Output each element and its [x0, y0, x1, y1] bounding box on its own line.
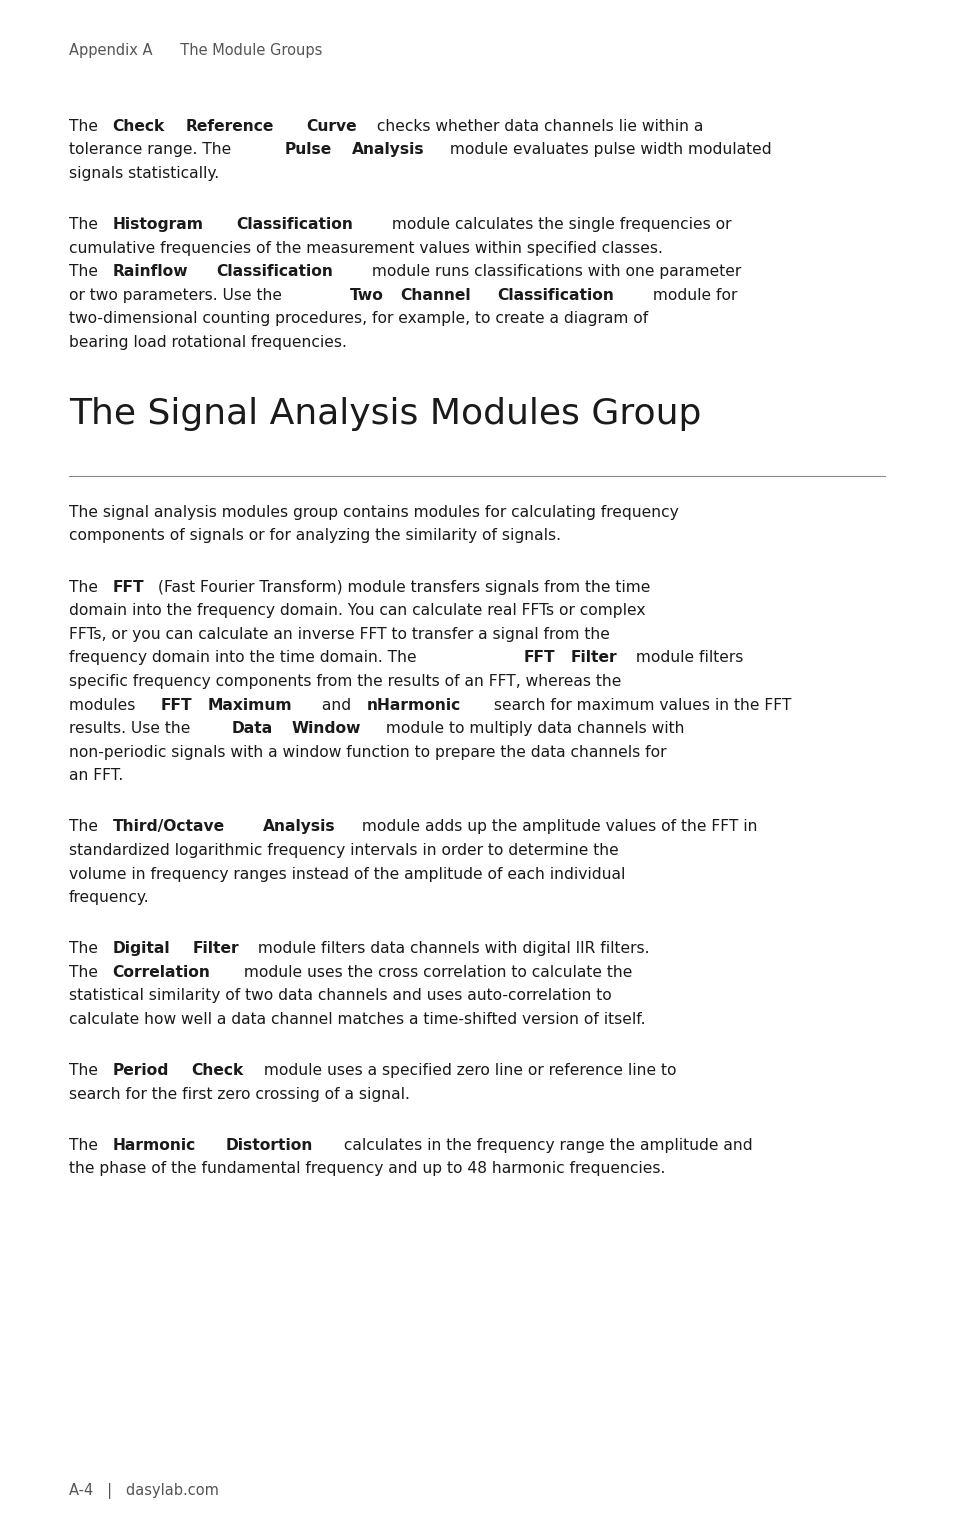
Text: Curve: Curve: [306, 119, 356, 134]
Text: non-periodic signals with a window function to prepare the data channels for: non-periodic signals with a window funct…: [69, 745, 670, 760]
Text: search for maximum values in the FFT: search for maximum values in the FFT: [488, 698, 795, 713]
Text: signals statistically.: signals statistically.: [69, 166, 218, 181]
Text: The: The: [69, 265, 103, 279]
Text: components of signals or for analyzing the similarity of signals.: components of signals or for analyzing t…: [69, 528, 560, 544]
Text: Classification: Classification: [497, 288, 614, 303]
Text: calculate how well a data channel matches a time-shifted version of itself.: calculate how well a data channel matche…: [69, 1011, 644, 1027]
Text: Reference: Reference: [186, 119, 274, 134]
Text: bearing load rotational frequencies.: bearing load rotational frequencies.: [69, 335, 346, 350]
Text: Filter: Filter: [193, 941, 239, 956]
Text: The: The: [69, 964, 103, 979]
Text: The: The: [69, 1063, 103, 1078]
Text: The: The: [69, 218, 103, 231]
Text: frequency domain into the time domain. The: frequency domain into the time domain. T…: [69, 650, 420, 666]
Text: Check: Check: [192, 1063, 243, 1078]
Text: module for: module for: [647, 288, 741, 303]
Text: cumulative frequencies of the measurement values within specified classes.: cumulative frequencies of the measuremen…: [69, 241, 667, 256]
Text: Two: Two: [350, 288, 383, 303]
Text: Data: Data: [232, 720, 273, 736]
Text: The: The: [69, 119, 103, 134]
Text: Appendix A      The Module Groups: Appendix A The Module Groups: [69, 43, 322, 58]
Text: module uses a specified zero line or reference line to: module uses a specified zero line or ref…: [258, 1063, 680, 1078]
Text: Classification: Classification: [235, 218, 353, 231]
Text: Harmonic: Harmonic: [112, 1138, 195, 1153]
Text: statistical similarity of two data channels and uses auto-correlation to: statistical similarity of two data chann…: [69, 988, 616, 1004]
Text: module evaluates pulse width modulated: module evaluates pulse width modulated: [445, 143, 776, 157]
Text: Filter: Filter: [570, 650, 617, 666]
Text: module to multiply data channels with: module to multiply data channels with: [380, 720, 688, 736]
Text: results. Use the: results. Use the: [69, 720, 194, 736]
Text: Check: Check: [112, 119, 165, 134]
Text: volume in frequency ranges instead of the amplitude of each individual: volume in frequency ranges instead of th…: [69, 867, 629, 882]
Text: The Signal Analysis Modules Group: The Signal Analysis Modules Group: [69, 396, 700, 431]
Text: Maximum: Maximum: [208, 698, 292, 713]
Text: The: The: [69, 819, 103, 835]
Text: tolerance range. The: tolerance range. The: [69, 143, 235, 157]
Text: Channel: Channel: [399, 288, 470, 303]
Text: module runs classifications with one parameter: module runs classifications with one par…: [367, 265, 745, 279]
Text: module adds up the amplitude values of the FFT in: module adds up the amplitude values of t…: [356, 819, 761, 835]
Text: (Fast Fourier Transform) module transfers signals from the time: (Fast Fourier Transform) module transfer…: [153, 579, 655, 594]
Text: The: The: [69, 941, 103, 956]
Text: and: and: [316, 698, 355, 713]
Text: Analysis: Analysis: [352, 143, 424, 157]
Text: domain into the frequency domain. You can calculate real FFTs or complex: domain into the frequency domain. You ca…: [69, 603, 649, 618]
Text: The signal analysis modules group contains modules for calculating frequency: The signal analysis modules group contai…: [69, 504, 682, 519]
Text: FFTs, or you can calculate an inverse FFT to transfer a signal from the: FFTs, or you can calculate an inverse FF…: [69, 626, 614, 641]
Text: calculates in the frequency range the amplitude and: calculates in the frequency range the am…: [338, 1138, 757, 1153]
Text: Third/Octave: Third/Octave: [112, 819, 224, 835]
Text: or two parameters. Use the: or two parameters. Use the: [69, 288, 286, 303]
Text: checks whether data channels lie within a: checks whether data channels lie within …: [372, 119, 707, 134]
Text: FFT: FFT: [523, 650, 555, 666]
Text: Period: Period: [112, 1063, 169, 1078]
Text: The: The: [69, 1138, 103, 1153]
Text: the phase of the fundamental frequency and up to 48 harmonic frequencies.: the phase of the fundamental frequency a…: [69, 1161, 664, 1176]
Text: Digital: Digital: [112, 941, 170, 956]
Text: FFT: FFT: [160, 698, 193, 713]
Text: FFT: FFT: [112, 579, 144, 594]
Text: nHarmonic: nHarmonic: [367, 698, 461, 713]
Text: module filters: module filters: [630, 650, 747, 666]
Text: Pulse: Pulse: [284, 143, 332, 157]
Text: Rainflow: Rainflow: [112, 265, 188, 279]
Text: frequency.: frequency.: [69, 889, 150, 905]
Text: Histogram: Histogram: [112, 218, 203, 231]
Text: module calculates the single frequencies or: module calculates the single frequencies…: [387, 218, 736, 231]
Text: specific frequency components from the results of an FFT, whereas the: specific frequency components from the r…: [69, 673, 625, 688]
Text: standardized logarithmic frequency intervals in order to determine the: standardized logarithmic frequency inter…: [69, 842, 622, 857]
Text: Distortion: Distortion: [226, 1138, 314, 1153]
Text: Classification: Classification: [216, 265, 333, 279]
Text: A-4   |   dasylab.com: A-4 | dasylab.com: [69, 1482, 218, 1499]
Text: Window: Window: [291, 720, 360, 736]
Text: module uses the cross correlation to calculate the: module uses the cross correlation to cal…: [238, 964, 637, 979]
Text: an FFT.: an FFT.: [69, 768, 123, 783]
Text: Analysis: Analysis: [263, 819, 335, 835]
Text: search for the first zero crossing of a signal.: search for the first zero crossing of a …: [69, 1086, 409, 1101]
Text: module filters data channels with digital IIR filters.: module filters data channels with digita…: [253, 941, 654, 956]
Text: modules: modules: [69, 698, 140, 713]
Text: The: The: [69, 579, 103, 594]
Text: two-dimensional counting procedures, for example, to create a diagram of: two-dimensional counting procedures, for…: [69, 311, 652, 326]
Text: Correlation: Correlation: [112, 964, 210, 979]
